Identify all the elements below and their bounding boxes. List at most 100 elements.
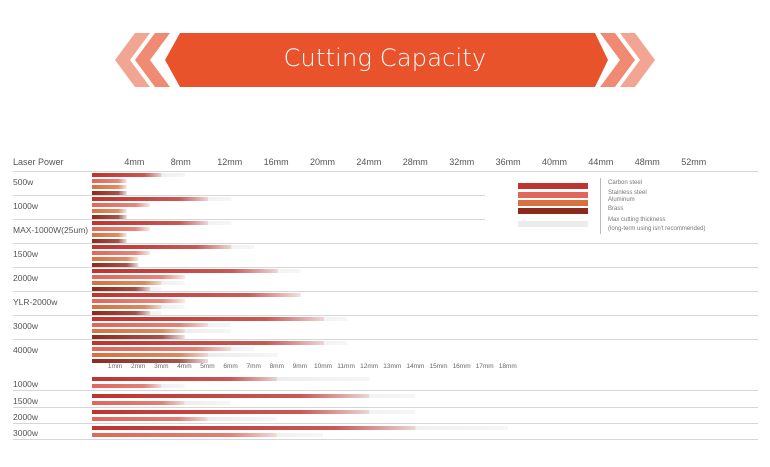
- x-tick-bottom: 12mm: [360, 363, 379, 370]
- x-tick-bottom: 10mm: [313, 363, 333, 370]
- row-separator: [13, 267, 758, 268]
- bar-max: [92, 426, 508, 430]
- x-tick-bottom: 4mm: [177, 363, 192, 370]
- legend-label-max: Max cutting thickness: [608, 217, 666, 223]
- bar-value: [92, 377, 277, 381]
- row-separator: [13, 390, 758, 391]
- x-tick-bottom: 13mm: [383, 363, 402, 370]
- bar-stainless-steel: [92, 299, 185, 303]
- x-tick-bottom: 18mm: [498, 363, 517, 370]
- legend-label-long-term: (long-term using isn't recommended): [608, 226, 706, 232]
- bar-max: [92, 347, 255, 351]
- x-tick-top: 28mm: [402, 157, 428, 167]
- bar-max: [92, 394, 416, 398]
- row-separator: [13, 171, 758, 172]
- bar-carbon-steel: [92, 221, 208, 225]
- right-chevron-inner: [600, 33, 635, 87]
- bar-max: [92, 197, 232, 201]
- bar-max: [92, 245, 255, 249]
- row-header: Laser Power: [13, 157, 64, 167]
- x-tick-top: 48mm: [634, 157, 660, 167]
- row-separator: [13, 243, 758, 244]
- bar-max: [92, 384, 185, 388]
- bar-max: [92, 281, 185, 285]
- row-label: 1000w: [13, 201, 39, 211]
- x-tick-top: 16mm: [263, 157, 289, 167]
- bar-value: [92, 426, 416, 430]
- x-tick-bottom: 14mm: [406, 363, 425, 370]
- row-separator: [13, 195, 485, 196]
- row-label: 1500w: [13, 249, 39, 259]
- row-separator: [13, 219, 485, 220]
- legend-swatch-brass: [518, 208, 588, 214]
- x-tick-top: 32mm: [449, 157, 475, 167]
- x-tick-top: 40mm: [542, 157, 568, 167]
- bar-max: [92, 323, 232, 327]
- row-label: MAX-1000W(25um): [13, 225, 89, 235]
- bar-stainless-steel: [92, 347, 232, 351]
- bar-carbon-steel: [92, 245, 232, 249]
- title-ribbon: [165, 33, 608, 87]
- bar-stainless-steel: [92, 275, 185, 279]
- legend-swatch-max: [518, 221, 588, 227]
- x-tick-bottom: 1mm: [107, 363, 123, 370]
- bar-value: [92, 410, 370, 414]
- x-tick-bottom: 6mm: [223, 363, 238, 370]
- bar-max: [92, 353, 278, 357]
- x-tick-bottom: 16mm: [452, 363, 471, 370]
- bar-max: [92, 417, 277, 421]
- bar-value: [92, 433, 277, 437]
- row-separator: [13, 339, 758, 340]
- row-separator: [13, 407, 758, 408]
- x-tick-top: 52mm: [681, 157, 707, 167]
- legend-label-brass: Brass: [608, 206, 624, 212]
- x-tick-top: 44mm: [588, 157, 614, 167]
- x-tick-bottom: 2mm: [130, 363, 146, 370]
- bar-carbon-steel: [92, 173, 162, 177]
- bar-stainless-steel: [92, 179, 127, 183]
- x-tick-bottom: 11mm: [337, 363, 355, 370]
- x-tick-top: 8mm: [170, 157, 191, 167]
- bar-carbon-steel: [92, 317, 324, 321]
- bar-max: [92, 305, 185, 309]
- row-label: 3000w: [13, 321, 39, 331]
- legend-label-carbon-steel: Carbon steel: [608, 180, 643, 186]
- x-tick-bottom: 5mm: [200, 363, 215, 370]
- legend-swatch-stainless-steel: [518, 192, 588, 198]
- row-label: 3000w: [13, 428, 39, 438]
- row-separator: [13, 291, 758, 292]
- bar-aluminum: [92, 185, 127, 189]
- bar-value: [92, 394, 370, 398]
- row-separator: [13, 439, 758, 440]
- bar-max: [92, 401, 231, 405]
- bar-aluminum: [92, 209, 127, 213]
- left-chevron-outer: [115, 33, 150, 87]
- legend-swatch-carbon-steel: [518, 183, 588, 189]
- bar-carbon-steel: [92, 269, 278, 273]
- x-tick-top: 4mm: [124, 157, 145, 167]
- bar-aluminum: [92, 257, 139, 261]
- title-banner: [115, 33, 655, 87]
- row-label: YLR-2000w: [13, 297, 58, 307]
- bar-max: [92, 221, 232, 225]
- bar-max: [92, 341, 348, 345]
- row-label: 500w: [13, 177, 34, 187]
- legend-separator: [600, 178, 601, 234]
- row-label: 2000w: [13, 273, 39, 283]
- bar-stainless-steel: [92, 251, 150, 255]
- bar-max: [92, 410, 416, 414]
- bar-carbon-steel: [92, 197, 208, 201]
- bar-value: [92, 401, 185, 405]
- x-tick-top: 24mm: [356, 157, 382, 167]
- legend-label-stainless-steel: Stainless steel: [608, 190, 647, 196]
- bar-max: [92, 329, 232, 333]
- bar-carbon-steel: [92, 293, 301, 297]
- legend-label-aluminum: Aluminum: [608, 197, 635, 203]
- row-separator: [13, 423, 758, 424]
- x-tick-top: 12mm: [217, 157, 243, 167]
- bar-aluminum: [92, 353, 208, 357]
- row-label: 4000w: [13, 345, 39, 355]
- row-label: 2000w: [13, 412, 39, 422]
- row-separator: [13, 315, 758, 316]
- x-tick-bottom: 7mm: [246, 363, 261, 370]
